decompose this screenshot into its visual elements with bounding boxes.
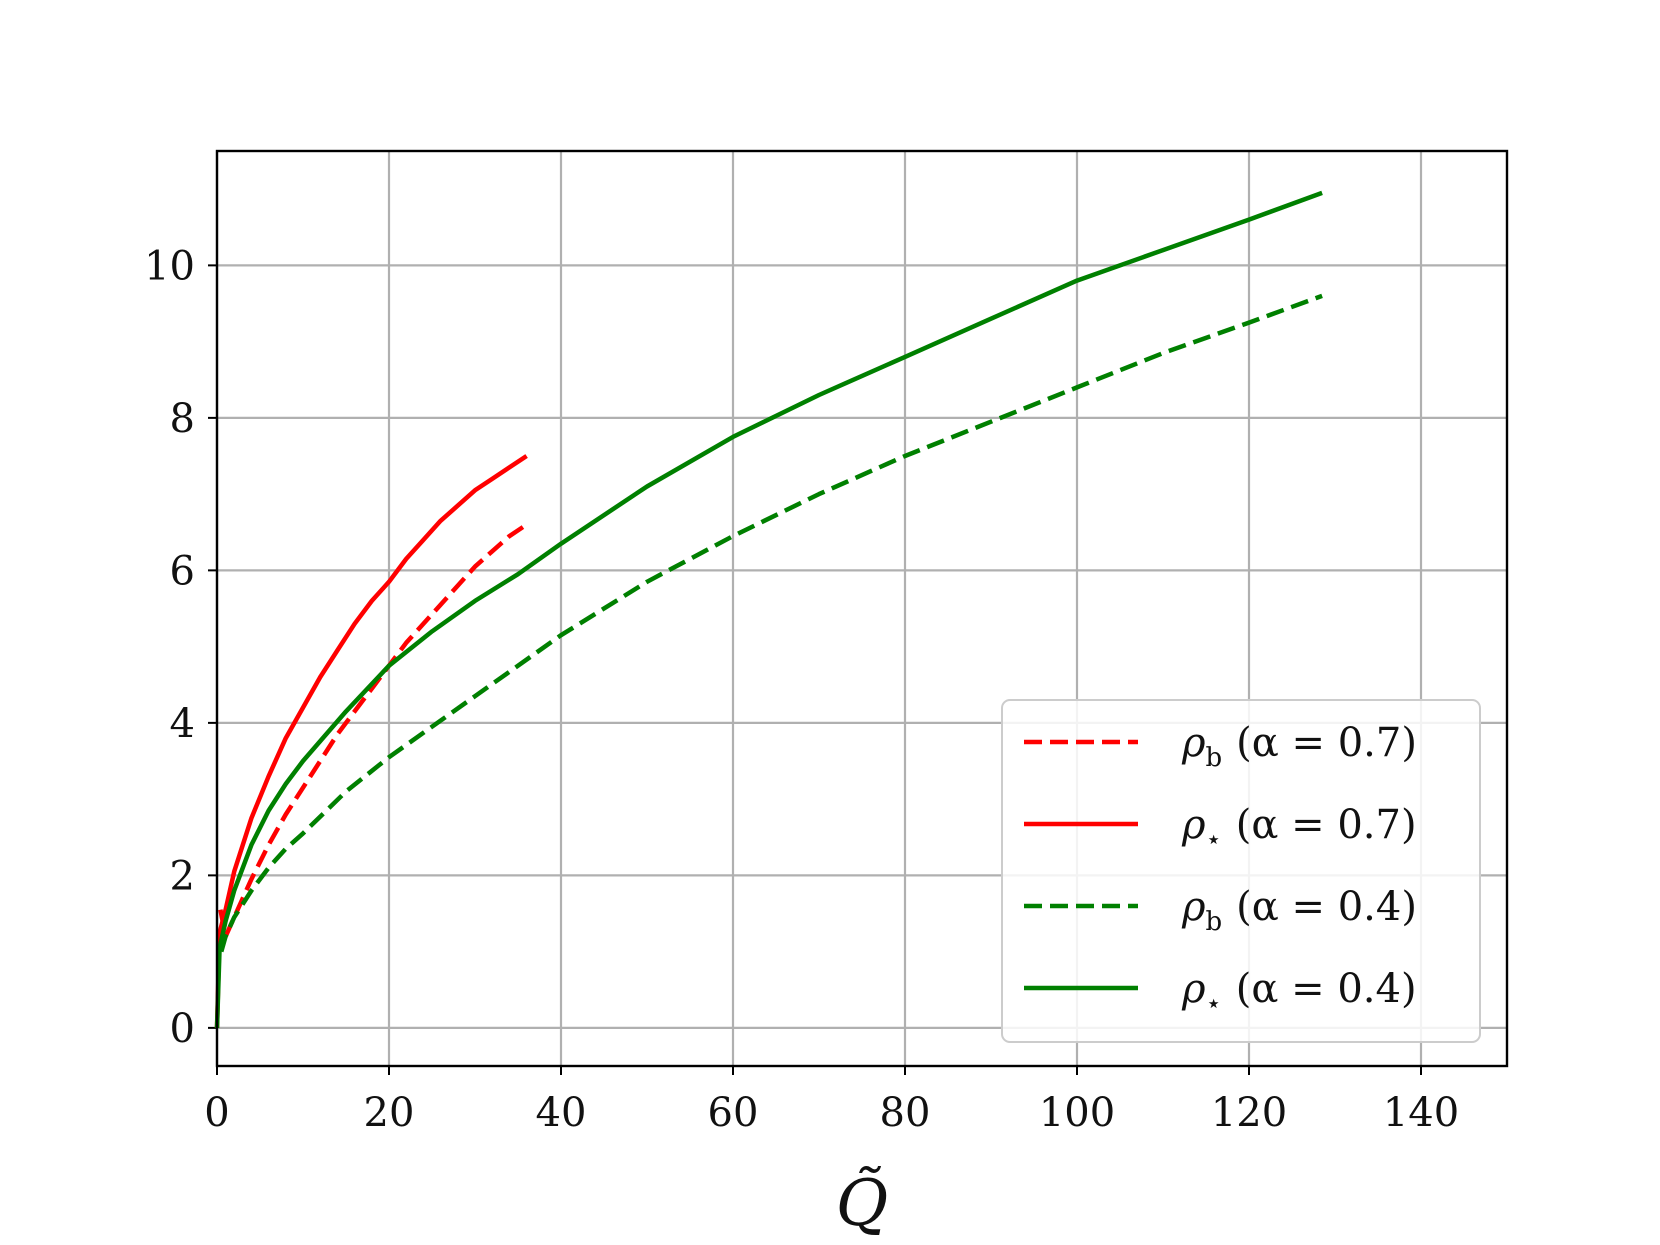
legend: ρb (α = 0.7)ρ⋆ (α = 0.7)ρb (α = 0.4)ρ⋆ (α = … <box>1001 699 1481 1043</box>
legend-param: (α = 0.7) <box>1236 802 1417 848</box>
data-series <box>214 190 1323 1028</box>
legend-symbol: ρ <box>1181 802 1206 848</box>
legend-label-1: ρ⋆ (α = 0.7) <box>1181 802 1417 855</box>
series-line-2 <box>219 293 1323 953</box>
ticks <box>208 264 1422 1075</box>
legend-subscript: b <box>1206 743 1223 773</box>
legend-param: (α = 0.4) <box>1236 884 1417 930</box>
legend-subscript: b <box>1206 907 1223 937</box>
legend-param: (α = 0.4) <box>1236 966 1417 1012</box>
y-tick-label: 8 <box>170 396 195 442</box>
x-tick-labels: 0 20 40 60 80 100 120 140 <box>204 1090 1459 1136</box>
y-tick-labels: 0 2 4 6 8 10 <box>144 243 195 1052</box>
plot-frame <box>215 149 1509 1068</box>
series-line-3 <box>214 190 1323 1028</box>
y-tick-label: 0 <box>170 1006 195 1052</box>
y-tick-label: 2 <box>170 853 195 899</box>
legend-label-2: ρb (α = 0.4) <box>1181 884 1417 937</box>
x-tick-label: 120 <box>1211 1090 1287 1136</box>
series-line-0 <box>218 522 528 939</box>
legend-subscript: ⋆ <box>1206 825 1222 855</box>
legend-symbol: ρ <box>1181 966 1206 1012</box>
x-tick-label: 20 <box>364 1090 415 1136</box>
x-tick-label: 60 <box>708 1090 759 1136</box>
x-axis-title: Q̃ <box>836 1166 888 1241</box>
y-tick-label: 10 <box>144 243 195 289</box>
y-tick-label: 6 <box>170 548 195 594</box>
x-tick-label: 100 <box>1039 1090 1115 1136</box>
series-line-1 <box>214 454 528 1028</box>
x-tick-label: 0 <box>204 1090 229 1136</box>
legend-symbol: ρ <box>1181 884 1206 930</box>
legend-label-3: ρ⋆ (α = 0.4) <box>1181 966 1417 1019</box>
x-tick-label: 40 <box>536 1090 587 1136</box>
x-tick-label: 80 <box>880 1090 931 1136</box>
legend-symbol: ρ <box>1181 720 1206 766</box>
legend-subscript: ⋆ <box>1206 989 1222 1019</box>
legend-label-0: ρb (α = 0.7) <box>1181 720 1417 773</box>
x-tick-label: 140 <box>1383 1090 1459 1136</box>
y-tick-label: 4 <box>170 701 195 747</box>
legend-box <box>1001 699 1481 1043</box>
legend-param: (α = 0.7) <box>1236 720 1417 766</box>
